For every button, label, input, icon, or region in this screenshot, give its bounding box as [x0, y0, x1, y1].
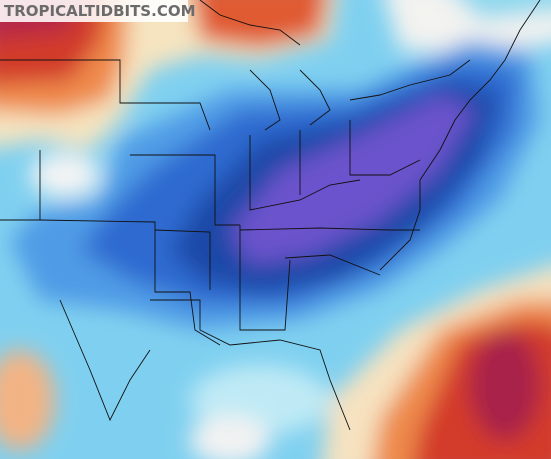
- border-line: [130, 154, 240, 226]
- border-line: [239, 225, 291, 331]
- west-white: [30, 153, 100, 197]
- border-line: [154, 229, 211, 290]
- coastline: [59, 299, 151, 422]
- state-borders: [0, 0, 541, 431]
- coastline: [379, 0, 541, 271]
- lake-outline: [299, 69, 331, 126]
- border-line: [349, 120, 421, 176]
- border-line: [199, 0, 301, 46]
- watermark-bg: [0, 0, 188, 22]
- sw-warm: [0, 350, 55, 450]
- border-line: [249, 135, 361, 211]
- border-line: [239, 227, 420, 231]
- gulf-white: [190, 415, 270, 459]
- canada-warm: [193, 0, 327, 48]
- se-deep: [470, 330, 540, 440]
- border-line: [349, 59, 471, 101]
- watermark: TROPICALTIDBITS.COM: [4, 2, 196, 20]
- coastline: [150, 299, 351, 431]
- border-line: [0, 59, 211, 131]
- ne-cyan: [460, 0, 551, 20]
- border-line: [39, 219, 221, 346]
- watermark-box: TROPICALTIDBITS.COM: [0, 0, 196, 22]
- border-line: [284, 254, 381, 276]
- purple-core: [230, 95, 475, 265]
- lake-outline: [249, 69, 281, 131]
